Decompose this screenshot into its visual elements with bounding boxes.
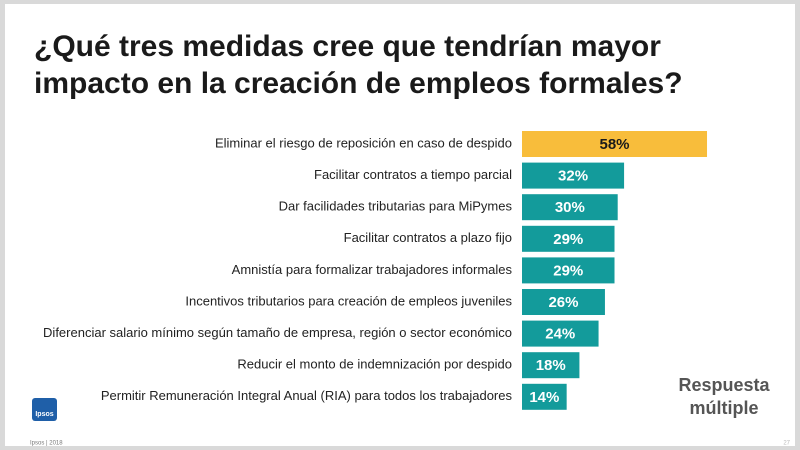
category-label: Facilitar contratos a tiempo parcial	[314, 167, 512, 182]
category-label: Eliminar el riesgo de reposición en caso…	[215, 135, 512, 150]
slide-background	[5, 4, 795, 446]
category-label: Dar facilidades tributarias para MiPymes	[279, 199, 513, 214]
chart-title: ¿Qué tres medidas cree que tendrían mayo…	[34, 30, 661, 63]
category-label: Permitir Remuneración Integral Anual (RI…	[101, 388, 513, 403]
category-label: Facilitar contratos a plazo fijo	[344, 230, 512, 245]
value-label: 26%	[548, 294, 578, 311]
bar	[522, 257, 615, 284]
category-label: Reducir el monto de indemnización por de…	[237, 357, 512, 372]
value-label: 32%	[558, 168, 588, 185]
bar	[522, 131, 708, 157]
bar	[522, 352, 580, 379]
bar	[522, 194, 618, 221]
bar	[522, 320, 599, 347]
page-number: 27	[783, 441, 790, 447]
footer: Ipsos | 2018	[30, 441, 63, 447]
bar	[522, 162, 625, 189]
value-label: 29%	[553, 231, 583, 248]
annotation: múltiple	[689, 398, 758, 418]
chart-title: impacto en la creación de empleos formal…	[34, 67, 683, 100]
category-label: Amnistía para formalizar trabajadores in…	[232, 262, 513, 277]
bar	[522, 383, 567, 410]
logo: Ipsos	[35, 411, 53, 418]
value-label: 14%	[529, 389, 559, 406]
bar	[522, 225, 615, 252]
value-label: 18%	[536, 357, 566, 374]
annotation: Respuesta	[678, 375, 770, 395]
value-label: 24%	[545, 326, 575, 343]
bar	[522, 289, 605, 315]
category-label: Incentivos tributarios para creación de …	[185, 293, 512, 308]
value-label: 29%	[553, 262, 583, 279]
value-label: 30%	[555, 199, 585, 216]
logo-box	[32, 398, 57, 421]
category-label: Diferenciar salario mínimo según tamaño …	[43, 325, 512, 340]
value-label: 58%	[599, 136, 629, 153]
